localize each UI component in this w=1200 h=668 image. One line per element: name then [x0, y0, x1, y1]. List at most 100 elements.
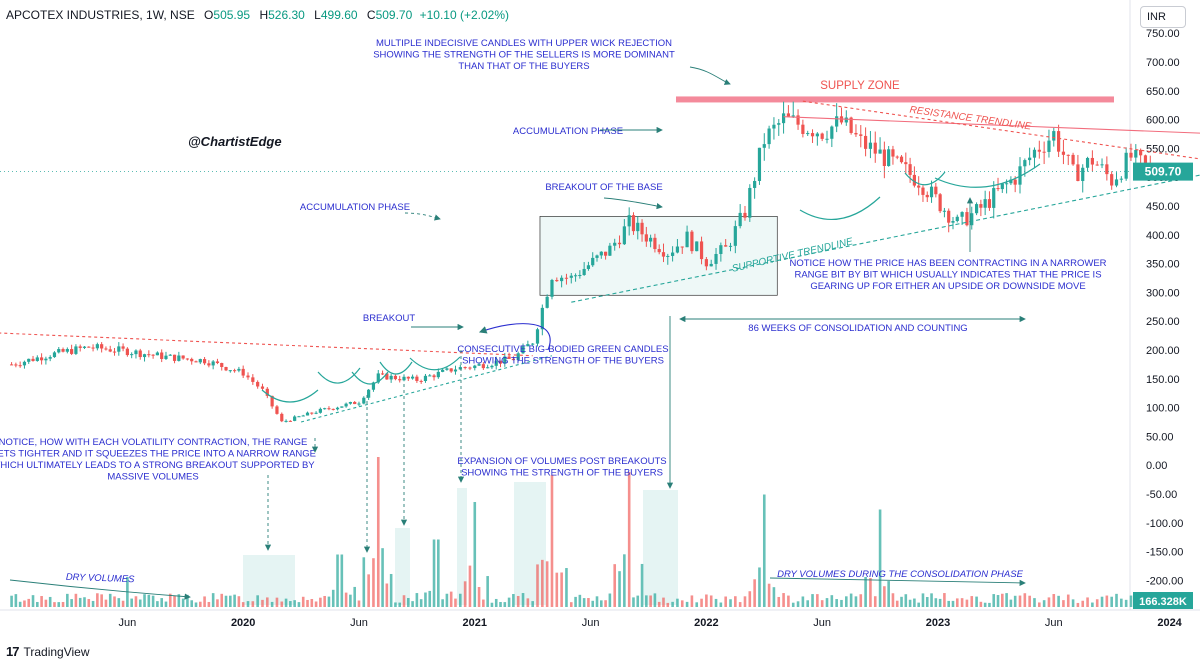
candle-body — [1110, 174, 1114, 186]
volume-bar — [925, 597, 929, 607]
contraction-arc — [799, 196, 881, 221]
volume-bar — [459, 593, 462, 607]
volume-bar — [913, 598, 916, 607]
candle-body — [410, 376, 415, 379]
candle-body — [22, 361, 27, 366]
candle-body — [908, 164, 912, 175]
candle-body — [125, 348, 129, 356]
candle-body — [348, 401, 353, 404]
volume-bar — [411, 601, 414, 607]
volume-bar — [738, 602, 742, 607]
volume-bar — [734, 596, 737, 607]
volume-bar — [782, 593, 785, 607]
volume-bar — [96, 593, 99, 607]
candle-body — [160, 352, 164, 359]
candle-body — [104, 348, 108, 350]
candle-body — [61, 349, 65, 352]
volume-bar — [1033, 598, 1036, 607]
tradingview-logo[interactable]: 17 TradingView — [6, 644, 90, 659]
x-tick-label: Jun — [119, 617, 137, 629]
candle-body — [393, 375, 398, 380]
volume-bar — [595, 596, 599, 607]
volume-bar — [908, 599, 912, 607]
candle-body — [849, 117, 853, 133]
volume-bar — [854, 596, 858, 607]
volume-bar — [1086, 597, 1089, 607]
volume-bar — [190, 600, 194, 607]
candle-body — [314, 412, 318, 414]
candle-body — [864, 135, 868, 149]
candle-body — [1119, 178, 1123, 180]
y-tick-label: 400.00 — [1146, 230, 1180, 242]
candle-body — [1143, 155, 1148, 165]
candle-body — [781, 113, 786, 124]
volume-bar — [587, 598, 590, 607]
candle-body — [854, 132, 858, 135]
candle-body — [1124, 152, 1128, 179]
candle-body — [675, 246, 680, 253]
candle-body — [801, 124, 805, 134]
annotation-text: GETS TIGHTER AND IT SQUEEZES THE PRICE I… — [0, 449, 316, 460]
y-tick-label: 50.00 — [1146, 431, 1174, 443]
currency-button[interactable]: INR — [1140, 6, 1186, 28]
volume-bar — [930, 593, 933, 607]
volume-bar — [578, 594, 582, 607]
candle-body — [1057, 131, 1061, 152]
volume-bar — [10, 595, 13, 607]
candle-body — [327, 408, 331, 410]
candle-body — [52, 352, 57, 358]
volume-bar — [1018, 595, 1022, 607]
volume-bar — [289, 601, 292, 607]
volume-bar — [531, 601, 534, 607]
trendline — [802, 100, 1200, 160]
candle-body — [494, 360, 498, 366]
last-price-tag — [1133, 162, 1193, 181]
candle-body — [117, 346, 121, 352]
volume-bar — [640, 563, 644, 607]
volume-bar — [645, 595, 648, 607]
candle-body — [695, 241, 699, 252]
volume-bar — [545, 561, 549, 607]
candle-body — [657, 249, 661, 253]
last-volume-tag — [1133, 592, 1193, 609]
volume-bar — [216, 599, 219, 607]
y-tick-label: -100.00 — [1146, 518, 1183, 530]
candle-body — [925, 194, 929, 198]
volume-bar — [156, 601, 159, 607]
annotation-text: RANGE BIT BY BIT WHICH USUALLY INDICATES… — [794, 270, 1101, 281]
close-label: C — [366, 8, 376, 22]
annotation-arrow — [404, 212, 441, 221]
volume-bar — [91, 600, 95, 607]
candle-body — [362, 397, 366, 404]
volume-bar — [246, 601, 250, 607]
volume-bar — [758, 567, 761, 607]
candle-body — [1090, 157, 1094, 165]
volume-bar — [864, 577, 867, 607]
volume-bar — [565, 568, 568, 607]
annotation-text: DRY VOLUMES DURING THE CONSOLIDATION PHA… — [777, 569, 1023, 580]
candle-body — [44, 358, 48, 361]
volume-bar — [796, 601, 800, 607]
volume-bar — [23, 600, 26, 607]
candle-body — [1071, 154, 1075, 165]
volume-bar — [560, 572, 563, 607]
symbol-name[interactable]: APCOTEX INDUSTRIES, 1W, NSE — [6, 8, 195, 22]
candle-body — [586, 265, 591, 269]
volume-bar — [494, 598, 498, 607]
y-tick-label: 0.00 — [1146, 460, 1167, 472]
volume-bar — [1120, 598, 1123, 607]
volume-bar — [327, 596, 331, 607]
volume-bar — [830, 595, 834, 607]
volume-bar — [44, 599, 48, 607]
volume-bar — [220, 593, 224, 607]
volume-bar — [820, 600, 824, 607]
candle-body — [318, 408, 322, 413]
volume-bar — [676, 598, 679, 607]
candle-body — [142, 354, 147, 358]
candle-body — [617, 242, 622, 245]
volume-bar — [636, 595, 640, 607]
candle-body — [921, 187, 925, 195]
candle-body — [468, 367, 472, 369]
